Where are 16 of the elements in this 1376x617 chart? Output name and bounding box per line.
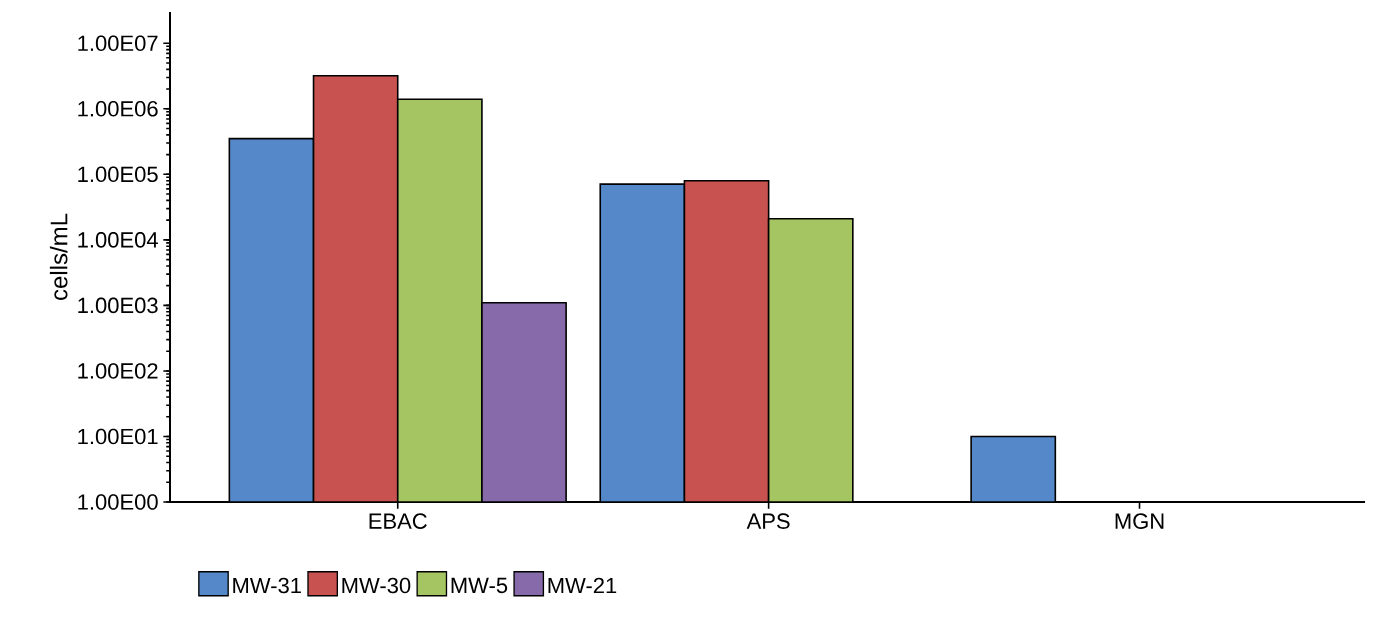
y-tick-label: 1.00E06	[78, 100, 158, 117]
x-tick-label: MGN	[1115, 513, 1164, 529]
y-tick-label: 1.00E02	[78, 363, 158, 379]
legend-label: MW-5	[451, 577, 508, 594]
legend-label: MW-31	[233, 577, 301, 594]
legend-label: MW-21	[548, 577, 617, 594]
legend-label: MW-30	[342, 577, 411, 594]
y-tick-label: 1.00E05	[78, 166, 158, 183]
y-tick-label: 1.00E04	[78, 232, 158, 248]
y-tick-label: 1.00E01	[78, 428, 158, 445]
x-tick-label: APS	[746, 513, 790, 529]
x-tick-label: EBAC	[369, 513, 427, 529]
y-tick-label: 1.00E00	[78, 494, 158, 510]
y-tick-label: 1.00E03	[78, 297, 158, 314]
y-axis-title: cells/mL	[49, 213, 68, 300]
y-tick-label: 1.00E07	[78, 35, 158, 52]
